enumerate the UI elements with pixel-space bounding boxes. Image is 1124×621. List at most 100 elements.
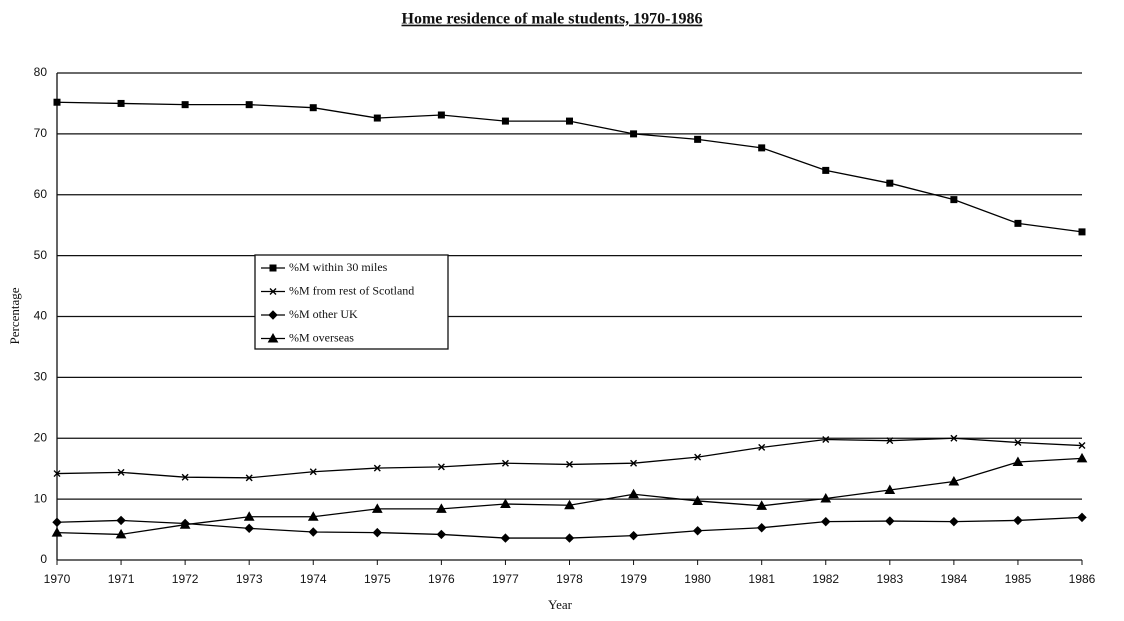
data-point (566, 460, 573, 468)
data-point (821, 516, 831, 527)
data-point (1014, 439, 1022, 447)
legend-label: %M within 30 miles (289, 260, 388, 274)
y-tick-label: 60 (34, 187, 48, 201)
x-tick-label: 1974 (300, 572, 327, 586)
x-tick-label: 1973 (236, 572, 263, 586)
x-tick-label: 1971 (108, 572, 135, 586)
data-point (245, 101, 253, 109)
data-point (437, 463, 445, 471)
x-tick-label: 1985 (1005, 572, 1032, 586)
y-tick-label: 70 (34, 126, 48, 140)
data-point (630, 130, 638, 138)
y-tick-label: 10 (34, 491, 48, 505)
data-point (886, 179, 894, 187)
data-point (117, 99, 125, 107)
y-tick-label: 0 (40, 552, 47, 566)
x-tick-label: 1979 (620, 572, 647, 586)
data-point (437, 111, 445, 119)
legend-marker (269, 288, 277, 295)
data-point (308, 527, 318, 537)
data-point (500, 533, 511, 543)
data-point (372, 527, 383, 538)
data-point (371, 503, 383, 513)
x-tick-label: 1976 (428, 572, 455, 586)
data-point (51, 527, 63, 537)
data-point (181, 473, 189, 481)
data-point (1012, 456, 1024, 466)
legend-label: %M from rest of Scotland (289, 283, 414, 297)
data-point (692, 526, 703, 536)
data-point (694, 135, 702, 143)
x-tick-label: 1984 (941, 572, 968, 586)
data-point (1077, 512, 1087, 523)
x-tick-label: 1982 (812, 572, 839, 586)
data-point (950, 434, 958, 442)
legend-label: %M other UK (289, 307, 358, 321)
data-point (628, 488, 639, 499)
x-tick-label: 1980 (684, 572, 711, 586)
data-point (566, 117, 573, 125)
data-point (52, 517, 62, 527)
data-point (115, 528, 127, 539)
legend-box (254, 254, 449, 350)
y-tick-label: 30 (34, 370, 48, 384)
data-point (179, 519, 191, 529)
x-tick-label: 1981 (748, 572, 775, 586)
data-point (181, 101, 189, 109)
y-tick-label: 80 (34, 65, 48, 79)
data-point (949, 516, 959, 527)
x-axis-label: Year (548, 597, 573, 612)
data-point (886, 437, 894, 445)
data-point (116, 515, 126, 526)
data-point (373, 464, 381, 472)
x-tick-label: 1986 (1069, 572, 1096, 586)
data-point (1013, 515, 1023, 526)
data-point (245, 474, 253, 482)
data-point (885, 516, 895, 526)
data-point (1078, 442, 1086, 450)
data-point (564, 499, 575, 510)
data-point (53, 98, 61, 106)
x-tick-label: 1972 (172, 572, 199, 586)
y-axis-label: Percentage (7, 287, 22, 344)
legend-marker (269, 264, 277, 272)
data-point (822, 435, 830, 443)
data-point (756, 500, 768, 510)
data-point (1014, 219, 1022, 227)
data-point (950, 196, 958, 204)
data-point (694, 453, 702, 461)
data-point (243, 511, 255, 521)
y-tick-label: 50 (34, 248, 48, 262)
y-tick-label: 20 (34, 430, 48, 444)
data-point (884, 484, 896, 494)
data-point (628, 530, 639, 541)
data-point (501, 459, 509, 467)
data-point (692, 495, 703, 505)
data-point (501, 117, 509, 125)
data-point (948, 475, 960, 486)
data-point (758, 144, 766, 152)
data-point (564, 533, 575, 543)
legend-marker (267, 332, 279, 343)
chart-title: Home residence of male students, 1970-19… (402, 11, 703, 28)
data-point (53, 470, 61, 478)
data-point (307, 511, 319, 521)
legend-label: %M overseas (289, 330, 354, 344)
data-point (758, 443, 766, 451)
data-point (500, 498, 511, 508)
x-tick-label: 1975 (364, 572, 391, 586)
data-point (820, 492, 832, 503)
data-point (373, 114, 381, 122)
data-point (244, 523, 254, 534)
x-tick-label: 1983 (876, 572, 903, 586)
data-point (822, 166, 830, 174)
data-point (630, 459, 638, 467)
data-point (117, 468, 125, 476)
legend-marker (268, 310, 278, 320)
x-tick-label: 1978 (556, 572, 583, 586)
data-point (436, 503, 447, 513)
data-point (309, 468, 317, 476)
data-point (1078, 228, 1086, 236)
data-point (1076, 452, 1088, 463)
